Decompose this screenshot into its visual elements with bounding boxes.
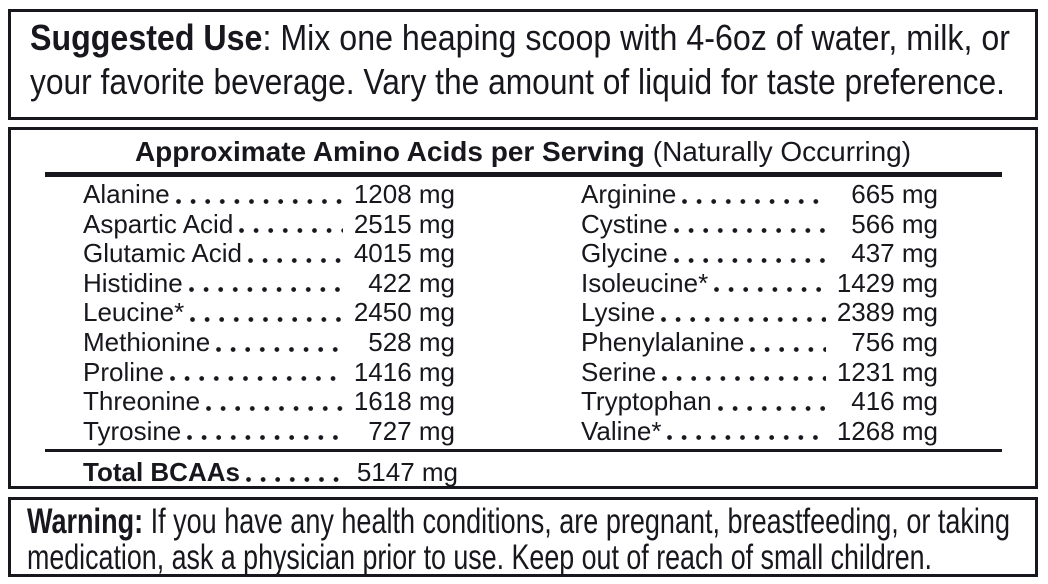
warning-line1: Warning: If you have any health conditio… <box>27 502 1010 541</box>
dot-leader <box>186 416 343 447</box>
amino-acid-name: Histidine <box>83 267 183 298</box>
amino-acid-row: Proline 1416 mg <box>83 356 455 388</box>
amino-acid-value: 665 mg <box>851 179 938 209</box>
amino-acid-value: 756 mg <box>851 326 938 357</box>
amino-acid-row: Glycine 437 mg <box>581 239 938 269</box>
suggested-use-line1: Suggested Use: Mix one heaping scoop wit… <box>30 17 1010 58</box>
amino-acid-row: Leucine* 2450 mg <box>83 298 455 328</box>
amino-acid-row: Histidine 422 mg <box>83 267 455 299</box>
amino-acid-value: 4015 mg <box>353 238 455 269</box>
total-bcaas-label: Total BCAAs <box>83 457 240 488</box>
amino-acid-value: 1231 mg <box>836 356 938 387</box>
amino-acid-value: 727 mg <box>368 415 455 446</box>
amino-acid-row: Tryptophan 416 mg <box>581 387 938 417</box>
dot-leader <box>716 387 826 417</box>
amino-acid-name: Tyrosine <box>83 415 182 446</box>
dot-leader <box>666 416 826 447</box>
amino-acid-value: 528 mg <box>368 326 455 357</box>
amino-acid-row: Phenylalanine 756 mg <box>581 326 938 358</box>
amino-acid-row: Glutamic Acid 4015 mg <box>83 239 455 269</box>
amino-acid-name: Proline <box>83 356 164 387</box>
amino-acid-name: Leucine* <box>83 297 185 328</box>
amino-acid-name: Isoleucine* <box>581 267 709 298</box>
header-divider-rule <box>45 172 1002 177</box>
suggested-use-text: Suggested Use: Mix one heaping scoop wit… <box>30 17 1010 102</box>
amino-acid-name: Arginine <box>581 179 677 209</box>
warning-label: Warning: <box>27 502 143 541</box>
dot-leader <box>681 180 826 210</box>
dot-leader <box>174 180 343 210</box>
amino-acid-value: 2515 mg <box>353 208 455 239</box>
amino-acid-row: Serine 1231 mg <box>581 356 938 388</box>
dot-leader <box>189 298 343 328</box>
amino-acid-value: 437 mg <box>851 238 938 269</box>
amino-acid-name: Valine* <box>581 415 662 446</box>
amino-acid-value: 1416 mg <box>353 356 455 387</box>
amino-acids-title-main: Approximate Amino Acids per Serving <box>134 136 645 167</box>
amino-acid-value: 1268 mg <box>836 415 938 446</box>
warning-line1-rest: If you have any health conditions, are p… <box>143 502 1010 541</box>
dot-leader <box>246 239 343 269</box>
amino-acid-name: Glutamic Acid <box>83 238 242 269</box>
amino-acid-name: Serine <box>581 356 657 387</box>
amino-acid-name: Glycine <box>581 238 668 269</box>
dot-leader <box>238 209 343 240</box>
amino-acid-value: 1618 mg <box>353 386 455 417</box>
warning-box: Warning: If you have any health conditio… <box>8 497 1038 577</box>
amino-acid-name: Threonine <box>83 386 201 417</box>
amino-acid-value: 2450 mg <box>353 297 455 328</box>
amino-acid-value: 416 mg <box>851 386 938 417</box>
dot-leader <box>661 357 826 388</box>
amino-acid-value: 566 mg <box>851 208 938 239</box>
warning-line2: medication, ask a physician prior to use… <box>27 538 932 574</box>
suggested-use-line2: your favorite beverage. Vary the amount … <box>30 61 1005 102</box>
dot-leader <box>749 327 826 358</box>
amino-acid-row: Threonine 1618 mg <box>83 387 455 417</box>
amino-acid-value: 2389 mg <box>836 297 938 328</box>
amino-acid-name: Alanine <box>83 179 170 209</box>
amino-acid-row: Lysine 2389 mg <box>581 298 938 328</box>
dot-leader <box>205 387 343 417</box>
dot-leader <box>713 268 826 299</box>
amino-acid-value: 1208 mg <box>353 179 455 209</box>
dot-leader <box>168 357 343 388</box>
amino-acid-value: 422 mg <box>368 267 455 298</box>
amino-acid-name: Tryptophan <box>581 386 712 417</box>
suggested-use-label: Suggested Use <box>30 17 262 58</box>
dot-leader <box>672 239 826 269</box>
suggested-use-box: Suggested Use: Mix one heaping scoop wit… <box>8 9 1038 120</box>
amino-acid-row: Tyrosine 727 mg <box>83 415 455 447</box>
dot-leader <box>187 268 343 299</box>
total-bcaas-row: Total BCAAs 5147 mg <box>83 458 458 488</box>
warning-text: Warning: If you have any health conditio… <box>27 502 1010 574</box>
amino-acids-box: Approximate Amino Acids per Serving (Natu… <box>8 127 1038 489</box>
suggested-use-line1-rest: : Mix one heaping scoop with 4-6oz of wa… <box>262 17 1010 58</box>
amino-acids-title: Approximate Amino Acids per Serving (Natu… <box>11 137 1035 167</box>
dot-leader <box>244 458 346 488</box>
amino-acid-name: Phenylalanine <box>581 326 745 357</box>
amino-acids-title-note: (Naturally Occurring) <box>652 136 912 167</box>
amino-acid-row: Cystine 566 mg <box>581 208 938 240</box>
amino-acid-row: Aspartic Acid 2515 mg <box>83 208 455 240</box>
amino-acid-value: 1429 mg <box>836 267 938 298</box>
amino-acid-row: Methionine 528 mg <box>83 326 455 358</box>
amino-acids-columns: Alanine 1208 mg Aspartic Acid 2515 mg Glutam… <box>83 179 938 447</box>
amino-acid-name: Aspartic Acid <box>83 208 234 239</box>
amino-acid-row: Valine* 1268 mg <box>581 415 938 447</box>
amino-acid-row: Isoleucine* 1429 mg <box>581 267 938 299</box>
amino-left-column: Alanine 1208 mg Aspartic Acid 2515 mg Glutam… <box>83 179 455 447</box>
amino-acid-name: Cystine <box>581 208 668 239</box>
amino-acid-name: Methionine <box>83 326 211 357</box>
amino-acid-name: Lysine <box>581 297 656 328</box>
amino-right-column: Arginine 665 mg Cystine 566 mg Glycine 437 mg… <box>581 179 938 447</box>
dot-leader <box>660 298 826 328</box>
dot-leader <box>215 327 343 358</box>
total-divider-rule <box>45 449 1002 453</box>
amino-acid-row: Arginine 665 mg <box>581 179 938 210</box>
amino-acid-row: Alanine 1208 mg <box>83 179 455 210</box>
dot-leader <box>672 209 826 240</box>
total-bcaas-value: 5147 mg <box>356 457 458 488</box>
